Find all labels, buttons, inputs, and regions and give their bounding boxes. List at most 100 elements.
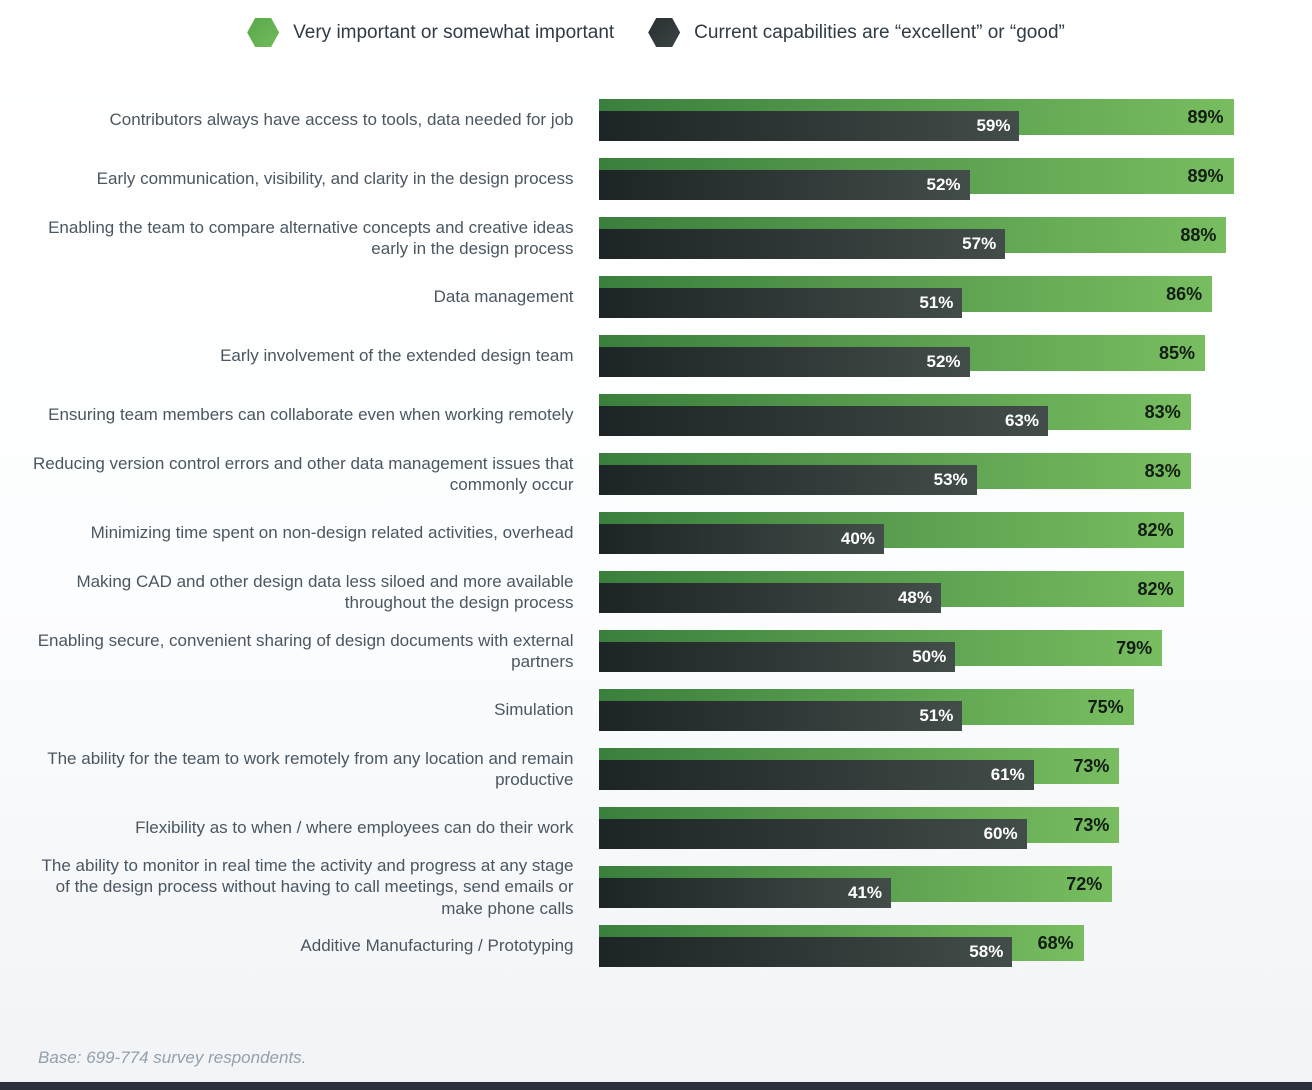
chart-row: Ensuring team members can collaborate ev… — [30, 394, 1312, 436]
capability-value-label: 53% — [933, 470, 968, 489]
base-footnote: Base: 699-774 survey respondents. — [38, 1048, 307, 1067]
chart-row: Additive Manufacturing / Prototyping 68% 5… — [30, 925, 1312, 967]
legend-label-capabilities: Current capabilities are “excellent” or … — [694, 21, 1065, 43]
bar-group: 82% 40% — [598, 512, 1312, 554]
capability-bar: 51% — [598, 701, 963, 731]
bar-group: 83% 53% — [598, 453, 1312, 495]
chart-row: Early communication, visibility, and cla… — [30, 158, 1312, 200]
bottom-strip — [0, 1082, 1312, 1090]
capability-bar: 41% — [598, 878, 892, 908]
chart-row: Enabling the team to compare alternative… — [30, 217, 1312, 259]
importance-value-label: 79% — [1116, 637, 1153, 658]
importance-value-label: 89% — [1187, 106, 1224, 127]
legend-label-importance: Very important or somewhat important — [293, 21, 615, 43]
chart-row: Flexibility as to when / where employees… — [30, 807, 1312, 849]
importance-value-label: 82% — [1137, 519, 1174, 540]
chart-row: Contributors always have access to tools… — [30, 99, 1312, 141]
capability-bar: 60% — [598, 819, 1027, 849]
chart-row: Early involvement of the extended design… — [30, 335, 1312, 377]
category-label: Flexibility as to when / where employees… — [135, 818, 574, 838]
importance-value-label: 89% — [1187, 165, 1224, 186]
chart-row: Reducing version control errors and othe… — [30, 453, 1312, 495]
chart-row: The ability for the team to work remotel… — [30, 748, 1312, 790]
importance-value-label: 73% — [1073, 755, 1110, 776]
capability-value-label: 51% — [919, 706, 954, 725]
chart-row: Enabling secure, convenient sharing of d… — [30, 630, 1312, 672]
importance-value-label: 73% — [1073, 814, 1110, 835]
bar-group: 72% 41% — [598, 866, 1312, 908]
importance-value-label: 82% — [1137, 578, 1174, 599]
legend: Very important or somewhat important Cur… — [0, 0, 1312, 47]
capability-bar: 61% — [598, 760, 1034, 790]
legend-item-importance: Very important or somewhat important — [247, 18, 614, 47]
importance-value-label: 68% — [1037, 932, 1074, 953]
category-label: Reducing version control errors and othe… — [32, 453, 574, 494]
capability-value-label: 52% — [926, 352, 961, 371]
chart-row: Simulation 75% 51% — [30, 689, 1312, 731]
capability-bar: 52% — [598, 347, 970, 377]
bar-group: 73% 60% — [598, 807, 1312, 849]
capability-bar: 58% — [598, 937, 1013, 967]
hexagon-icon — [247, 18, 280, 47]
category-label: The ability to monitor in real time the … — [41, 856, 574, 918]
capability-value-label: 59% — [976, 116, 1011, 135]
bar-group: 85% 52% — [598, 335, 1312, 377]
bar-group: 82% 48% — [598, 571, 1312, 613]
capability-bar: 52% — [598, 170, 970, 200]
capability-value-label: 48% — [897, 588, 932, 607]
importance-value-label: 83% — [1144, 401, 1181, 422]
category-label: The ability for the team to work remotel… — [47, 748, 574, 789]
importance-value-label: 85% — [1158, 342, 1195, 363]
capability-value-label: 61% — [990, 765, 1025, 784]
importance-value-label: 88% — [1180, 224, 1217, 245]
bar-group: 79% 50% — [598, 630, 1312, 672]
capability-value-label: 58% — [969, 942, 1004, 961]
capability-value-label: 41% — [848, 883, 883, 902]
chart-rows: Contributors always have access to tools… — [30, 99, 1312, 967]
importance-value-label: 86% — [1166, 283, 1203, 304]
capability-value-label: 57% — [962, 234, 997, 253]
category-label: Making CAD and other design data less si… — [76, 571, 574, 612]
category-label: Early involvement of the extended design… — [220, 346, 574, 366]
bar-chart: Contributors always have access to tools… — [0, 47, 1312, 967]
capability-bar: 53% — [598, 465, 977, 495]
importance-value-label: 72% — [1066, 873, 1103, 894]
chart-row: The ability to monitor in real time the … — [30, 856, 1312, 918]
capability-bar: 51% — [598, 288, 963, 318]
category-label: Enabling the team to compare alternative… — [48, 217, 574, 258]
category-label: Minimizing time spent on non-design rela… — [90, 523, 574, 543]
capability-bar: 63% — [598, 406, 1048, 436]
category-label: Ensuring team members can collaborate ev… — [48, 405, 574, 425]
capability-value-label: 52% — [926, 175, 961, 194]
importance-value-label: 75% — [1087, 696, 1124, 717]
capability-value-label: 51% — [919, 293, 954, 312]
category-label: Enabling secure, convenient sharing of d… — [37, 630, 574, 671]
capability-value-label: 63% — [1004, 411, 1039, 430]
bar-group: 75% 51% — [598, 689, 1312, 731]
bar-group: 89% 59% — [598, 99, 1312, 141]
bar-group: 83% 63% — [598, 394, 1312, 436]
chart-row: Minimizing time spent on non-design rela… — [30, 512, 1312, 554]
bar-group: 89% 52% — [598, 158, 1312, 200]
category-label: Simulation — [494, 700, 574, 720]
category-label: Early communication, visibility, and cla… — [96, 169, 574, 189]
capability-value-label: 40% — [840, 529, 875, 548]
bar-group: 88% 57% — [598, 217, 1312, 259]
chart-row: Making CAD and other design data less si… — [30, 571, 1312, 613]
bar-group: 86% 51% — [598, 276, 1312, 318]
bar-group: 68% 58% — [598, 925, 1312, 967]
capability-value-label: 60% — [983, 824, 1018, 843]
legend-item-capabilities: Current capabilities are “excellent” or … — [648, 18, 1065, 47]
hexagon-icon — [648, 18, 681, 47]
capability-bar: 40% — [598, 524, 884, 554]
category-label: Additive Manufacturing / Prototyping — [300, 936, 574, 956]
category-label: Contributors always have access to tools… — [109, 110, 574, 130]
bar-group: 73% 61% — [598, 748, 1312, 790]
capability-bar: 48% — [598, 583, 941, 613]
category-label: Data management — [433, 287, 574, 307]
capability-bar: 59% — [598, 111, 1020, 141]
chart-row: Data management 86% 51% — [30, 276, 1312, 318]
importance-value-label: 83% — [1144, 460, 1181, 481]
capability-bar: 50% — [598, 642, 956, 672]
capability-value-label: 50% — [912, 647, 947, 666]
